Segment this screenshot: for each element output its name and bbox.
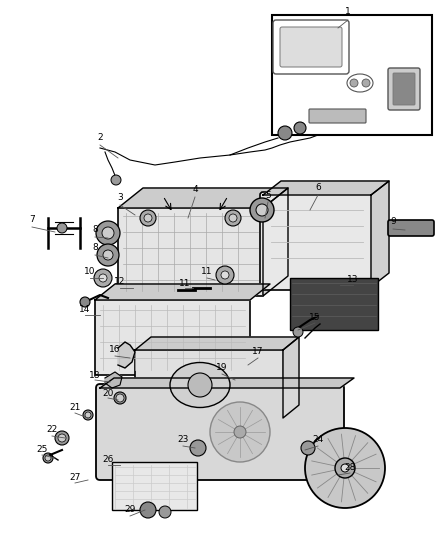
- Text: 11: 11: [201, 268, 213, 277]
- Text: 15: 15: [309, 313, 321, 322]
- Polygon shape: [263, 188, 288, 296]
- Circle shape: [159, 506, 171, 518]
- Polygon shape: [371, 181, 389, 287]
- Circle shape: [99, 274, 107, 282]
- Ellipse shape: [170, 362, 230, 408]
- Text: 23: 23: [177, 435, 189, 445]
- Text: 6: 6: [315, 183, 321, 192]
- Text: 5: 5: [265, 190, 271, 199]
- Polygon shape: [95, 284, 270, 300]
- Circle shape: [362, 79, 370, 87]
- Circle shape: [83, 410, 93, 420]
- Text: 21: 21: [69, 403, 81, 413]
- Circle shape: [140, 502, 156, 518]
- Text: 27: 27: [69, 473, 81, 482]
- Text: 24: 24: [312, 435, 324, 445]
- Circle shape: [335, 458, 355, 478]
- Text: 2: 2: [97, 133, 103, 142]
- Polygon shape: [100, 378, 354, 388]
- Circle shape: [341, 464, 349, 472]
- Circle shape: [144, 214, 152, 222]
- Polygon shape: [105, 372, 122, 388]
- Circle shape: [45, 455, 51, 461]
- Text: 14: 14: [79, 305, 91, 314]
- FancyBboxPatch shape: [388, 68, 420, 110]
- Polygon shape: [118, 188, 288, 208]
- Text: 16: 16: [109, 345, 121, 354]
- Text: 11: 11: [179, 279, 191, 287]
- Circle shape: [97, 244, 119, 266]
- Circle shape: [55, 431, 69, 445]
- FancyBboxPatch shape: [309, 109, 366, 123]
- Bar: [135, 350, 283, 418]
- Bar: [272, 15, 432, 135]
- Bar: [95, 300, 250, 375]
- Text: 18: 18: [89, 370, 101, 379]
- Circle shape: [229, 214, 237, 222]
- Text: 26: 26: [102, 456, 114, 464]
- Bar: [290, 278, 378, 330]
- Circle shape: [116, 394, 124, 402]
- Circle shape: [94, 269, 112, 287]
- Text: 4: 4: [192, 185, 198, 195]
- Circle shape: [294, 122, 306, 134]
- Circle shape: [225, 210, 241, 226]
- Text: 9: 9: [390, 217, 396, 227]
- Text: 17: 17: [252, 348, 264, 357]
- Text: 12: 12: [114, 278, 126, 287]
- Text: 28: 28: [344, 464, 356, 472]
- Text: 20: 20: [102, 389, 114, 398]
- Text: 10: 10: [84, 268, 96, 277]
- Circle shape: [103, 250, 113, 260]
- Bar: [112, 462, 197, 510]
- Circle shape: [43, 453, 53, 463]
- Circle shape: [188, 373, 212, 397]
- Circle shape: [96, 221, 120, 245]
- Circle shape: [210, 402, 270, 462]
- Circle shape: [190, 440, 206, 456]
- Circle shape: [350, 79, 358, 87]
- Circle shape: [85, 412, 91, 418]
- Text: 8: 8: [92, 225, 98, 235]
- Circle shape: [256, 204, 268, 216]
- Circle shape: [278, 126, 292, 140]
- Polygon shape: [283, 337, 299, 418]
- Polygon shape: [263, 181, 389, 195]
- Polygon shape: [118, 342, 135, 368]
- Text: 25: 25: [36, 446, 48, 455]
- FancyBboxPatch shape: [280, 27, 342, 67]
- Circle shape: [221, 271, 229, 279]
- Text: 13: 13: [347, 276, 359, 285]
- Text: 19: 19: [216, 364, 228, 373]
- Circle shape: [102, 227, 114, 239]
- Circle shape: [111, 175, 121, 185]
- Circle shape: [293, 327, 303, 337]
- Circle shape: [234, 426, 246, 438]
- Circle shape: [80, 297, 90, 307]
- FancyBboxPatch shape: [393, 73, 415, 105]
- Circle shape: [114, 392, 126, 404]
- Polygon shape: [135, 337, 299, 350]
- Text: 8: 8: [92, 244, 98, 253]
- Circle shape: [58, 434, 66, 442]
- Ellipse shape: [347, 74, 373, 92]
- FancyBboxPatch shape: [260, 192, 374, 290]
- FancyBboxPatch shape: [388, 220, 434, 236]
- FancyBboxPatch shape: [96, 384, 344, 480]
- Bar: [118, 208, 263, 296]
- Text: 3: 3: [117, 193, 123, 203]
- Circle shape: [140, 210, 156, 226]
- Text: 29: 29: [124, 505, 136, 514]
- Circle shape: [301, 441, 315, 455]
- Circle shape: [305, 428, 385, 508]
- Circle shape: [57, 223, 67, 233]
- Text: 1: 1: [345, 7, 351, 17]
- Text: 22: 22: [46, 425, 58, 434]
- Circle shape: [250, 198, 274, 222]
- Text: 7: 7: [29, 215, 35, 224]
- FancyBboxPatch shape: [273, 20, 349, 74]
- Circle shape: [216, 266, 234, 284]
